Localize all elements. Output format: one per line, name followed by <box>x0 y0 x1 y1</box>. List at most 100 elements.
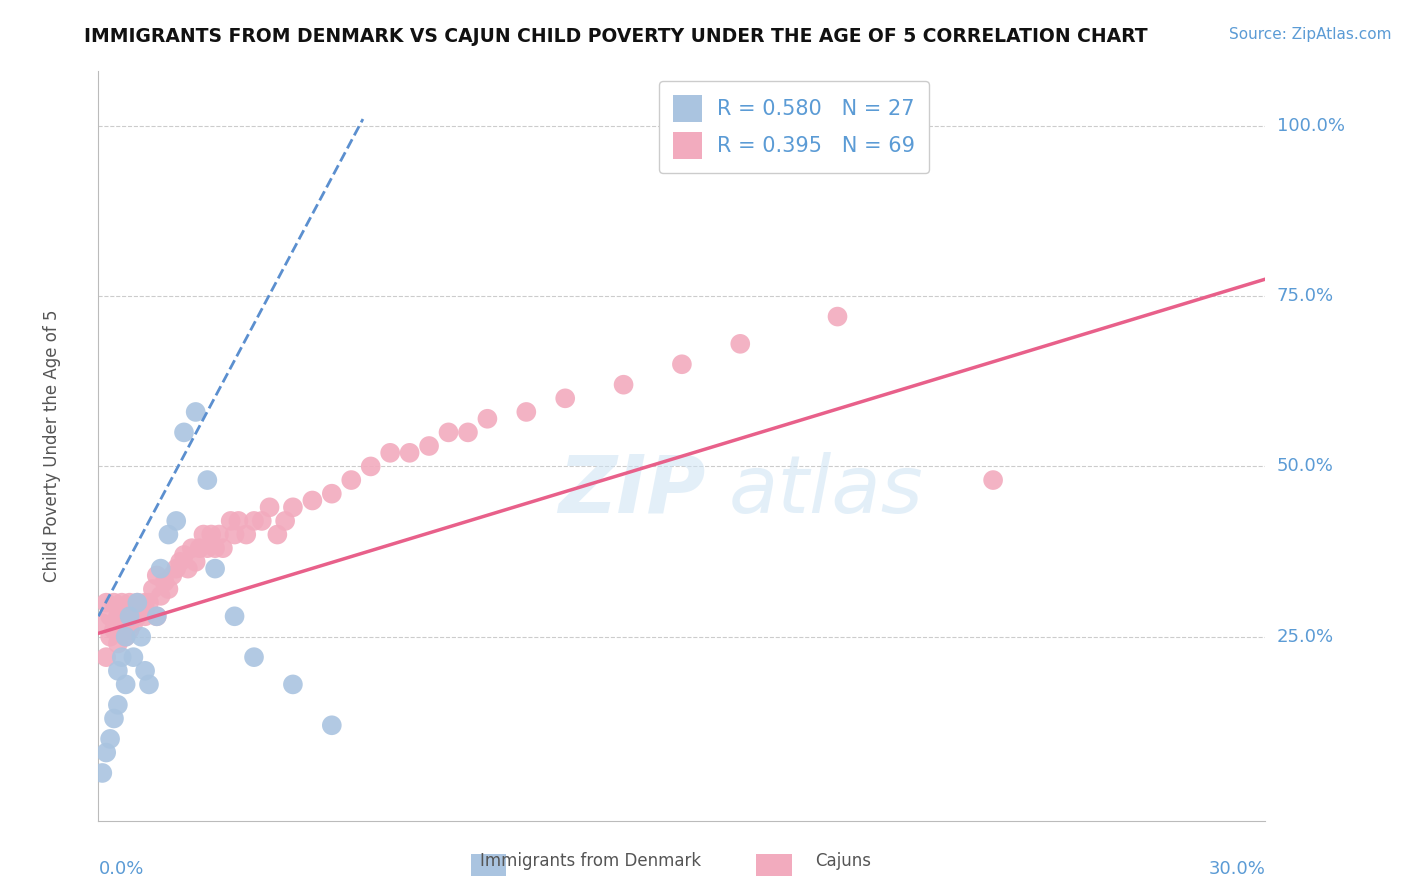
Point <box>165 514 187 528</box>
Text: Child Poverty Under the Age of 5: Child Poverty Under the Age of 5 <box>42 310 60 582</box>
Point <box>98 731 121 746</box>
Point <box>129 630 152 644</box>
Point <box>228 514 250 528</box>
Point <box>219 514 242 528</box>
Point <box>153 575 176 590</box>
Point <box>554 392 576 406</box>
Point <box>98 630 121 644</box>
Point <box>157 582 180 596</box>
Text: 0.0%: 0.0% <box>98 860 143 878</box>
Point <box>114 609 136 624</box>
Point <box>134 664 156 678</box>
Point <box>195 473 218 487</box>
Point <box>129 602 152 616</box>
Point <box>107 636 129 650</box>
Point <box>111 650 134 665</box>
Point <box>138 677 160 691</box>
Text: Source: ZipAtlas.com: Source: ZipAtlas.com <box>1229 27 1392 42</box>
Point <box>281 500 304 515</box>
Point <box>243 514 266 528</box>
Point <box>127 596 149 610</box>
Point <box>91 766 114 780</box>
Point <box>204 541 226 556</box>
Point <box>111 596 134 610</box>
Point <box>418 439 440 453</box>
Point <box>208 527 231 541</box>
Point <box>118 623 141 637</box>
Text: ZIP: ZIP <box>558 452 706 530</box>
Point <box>301 493 323 508</box>
Point <box>981 473 1004 487</box>
Point <box>235 527 257 541</box>
Point <box>103 623 125 637</box>
Point <box>266 527 288 541</box>
Point <box>107 698 129 712</box>
Point <box>162 568 184 582</box>
Point <box>96 596 118 610</box>
Point <box>224 609 246 624</box>
Point <box>111 616 134 631</box>
Point <box>177 561 200 575</box>
Point <box>118 609 141 624</box>
Point <box>118 596 141 610</box>
Point <box>127 596 149 610</box>
Point <box>360 459 382 474</box>
Point <box>134 596 156 610</box>
Point <box>127 609 149 624</box>
Point <box>149 589 172 603</box>
Point <box>142 582 165 596</box>
Point <box>671 357 693 371</box>
Point <box>134 609 156 624</box>
Point <box>98 609 121 624</box>
Point <box>193 527 215 541</box>
Point <box>212 541 235 556</box>
Text: 30.0%: 30.0% <box>1209 860 1265 878</box>
Point <box>103 711 125 725</box>
Point <box>204 561 226 575</box>
Point <box>180 541 202 556</box>
Point <box>250 514 273 528</box>
Point <box>184 405 207 419</box>
Point <box>188 541 211 556</box>
Point <box>149 561 172 575</box>
Point <box>173 548 195 562</box>
Point <box>103 596 125 610</box>
Text: 75.0%: 75.0% <box>1277 287 1334 305</box>
Point <box>107 609 129 624</box>
Point <box>281 677 304 691</box>
Point <box>613 377 636 392</box>
Point <box>224 527 246 541</box>
Point <box>146 609 169 624</box>
Point <box>157 527 180 541</box>
Point <box>114 630 136 644</box>
Text: atlas: atlas <box>728 452 924 530</box>
Point <box>321 718 343 732</box>
Point <box>380 446 402 460</box>
Point <box>146 568 169 582</box>
Point <box>243 650 266 665</box>
Point <box>122 650 145 665</box>
Point <box>827 310 849 324</box>
Point <box>91 616 114 631</box>
Point <box>730 336 752 351</box>
Point <box>114 630 136 644</box>
Text: 25.0%: 25.0% <box>1277 628 1334 646</box>
Point <box>96 650 118 665</box>
Point <box>259 500 281 515</box>
Point <box>107 664 129 678</box>
Point <box>195 541 218 556</box>
Point <box>477 411 499 425</box>
Point <box>398 446 420 460</box>
Text: Immigrants from Denmark: Immigrants from Denmark <box>479 852 702 870</box>
Point <box>96 746 118 760</box>
Text: IMMIGRANTS FROM DENMARK VS CAJUN CHILD POVERTY UNDER THE AGE OF 5 CORRELATION CH: IMMIGRANTS FROM DENMARK VS CAJUN CHILD P… <box>84 27 1147 45</box>
Point <box>515 405 537 419</box>
Point <box>138 596 160 610</box>
Legend: R = 0.580   N = 27, R = 0.395   N = 69: R = 0.580 N = 27, R = 0.395 N = 69 <box>659 81 929 173</box>
Point <box>321 486 343 500</box>
Point <box>340 473 363 487</box>
Point <box>165 561 187 575</box>
Point <box>169 555 191 569</box>
Point <box>146 609 169 624</box>
Text: 50.0%: 50.0% <box>1277 458 1333 475</box>
